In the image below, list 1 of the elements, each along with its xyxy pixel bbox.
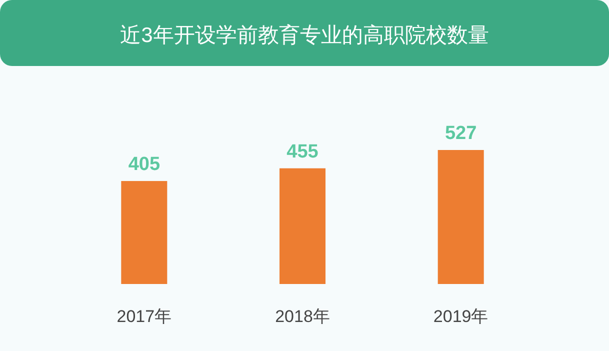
title: 近3年开设学前教育专业的高职院校数量 [120, 24, 489, 47]
